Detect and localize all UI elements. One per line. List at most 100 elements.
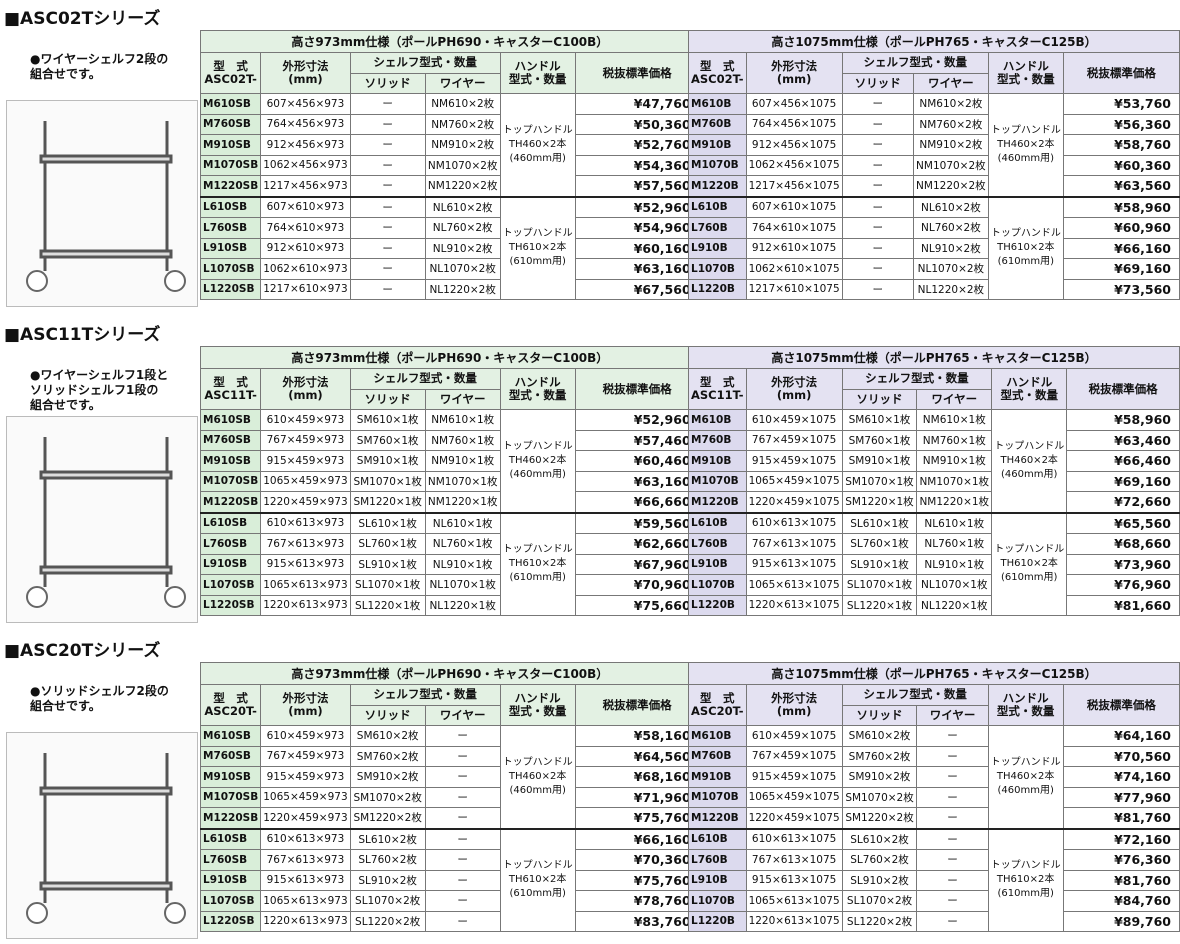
- wire-shelf: ー: [424, 786, 501, 808]
- data-row: M610B 610×459×1075 SM610×2枚ートップハンドル TH460×2…: [688, 725, 1180, 829]
- solid-shelf: SL1070×1枚: [349, 574, 426, 596]
- wire-shelf: NL910×2枚: [424, 237, 501, 259]
- size: 1065×459×973: [260, 786, 351, 808]
- data-row: L760SB 764×610×973 ー NL760×2枚 ¥54,960: [199, 217, 700, 239]
- price: ¥58,960: [1062, 195, 1180, 218]
- model: M1220SB: [199, 491, 262, 513]
- text-line: TH610×2本: [997, 242, 1055, 254]
- model: M910B: [688, 134, 747, 156]
- wire-shelf: NL760×2枚: [424, 217, 501, 239]
- size: 915×459×973: [260, 450, 351, 472]
- size: 915×613×1075: [745, 553, 843, 575]
- data-row: L1070B 1062×610×1075 ー NL1070×2枚 ¥69,160: [688, 258, 1180, 280]
- size: 915×613×973: [260, 869, 351, 891]
- solid-shelf: SM760×1枚: [349, 429, 426, 451]
- price: ¥54,960: [574, 217, 700, 239]
- text-line: 外形寸法: [771, 59, 818, 73]
- data-row: L1070B 1065×613×1075 SL1070×2枚ー ¥84,760: [688, 890, 1180, 912]
- solid-shelf: SM760×1枚: [841, 429, 918, 451]
- wire-shelf: ー: [916, 890, 989, 912]
- data-row: L1220B 1220×613×1075 SL1220×2枚ー ¥89,760: [688, 910, 1180, 932]
- caption-row: 高さ973mm仕様（ポールPH690・キャスターC100B）: [200, 662, 700, 685]
- data-row: M910SB 912×456×973 ー NM910×2枚 ¥52,760: [199, 134, 700, 156]
- model: L910SB: [199, 869, 262, 891]
- wire-shelf: ー: [424, 849, 501, 871]
- text-line: ASC02T-: [204, 72, 257, 86]
- wire-shelf: NM910×1枚: [916, 450, 993, 472]
- solid-shelf: ー: [349, 258, 426, 280]
- solid-shelf: ー: [349, 278, 426, 300]
- wire-shelf: NL760×2枚: [912, 217, 989, 239]
- text-line: ハンドル: [1006, 375, 1053, 389]
- text-line: ●ワイヤーシェルフ1段と: [30, 368, 169, 382]
- size: 1220×613×973: [260, 910, 351, 932]
- model-header: 型 式 ASC02T-: [199, 52, 262, 94]
- handle: トップハンドル TH460×2本 (460mm用): [499, 725, 576, 829]
- price: ¥69,160: [1062, 258, 1180, 280]
- data-row: L760B 767×613×1075 SL760×1枚 NL760×1枚 ¥68,660: [688, 533, 1180, 555]
- model: M1220SB: [199, 175, 262, 197]
- shelf-header: シェルフ型式・数量: [349, 684, 501, 706]
- text-line: トップハンドル: [502, 440, 573, 452]
- caption-row: 高さ1075mm仕様（ポールPH765・キャスターC125B）: [688, 30, 1180, 53]
- wire-header: ワイヤー: [916, 388, 993, 410]
- shelf-header: シェルフ型式・数量: [349, 368, 501, 390]
- model: M610B: [688, 93, 747, 115]
- price: ¥64,160: [1062, 725, 1180, 747]
- model: L760SB: [199, 217, 262, 239]
- model: M1070B: [688, 154, 747, 176]
- wire-shelf: NL1070×1枚: [424, 574, 501, 596]
- text-line: 型式・数量: [508, 704, 567, 718]
- model: L1220SB: [199, 910, 262, 932]
- series-note: ●ワイヤーシェルフ1段と ソリッドシェルフ1段の 組合せです。: [30, 368, 168, 413]
- solid-shelf: SM910×2枚: [349, 766, 426, 788]
- wire-shelf: ー: [916, 869, 989, 891]
- price: ¥52,960: [574, 409, 700, 431]
- text-line: (mm): [776, 72, 812, 86]
- solid-shelf: SM1070×1枚: [841, 470, 918, 492]
- model: L610SB: [199, 827, 262, 850]
- caption-row: 高さ973mm仕様（ポールPH690・キャスターC100B）: [200, 30, 700, 53]
- solid-shelf: ー: [349, 217, 426, 239]
- size: 1220×459×1075: [745, 491, 843, 513]
- text-line: TH460×2本: [508, 454, 567, 466]
- wire-shelf: NM760×2枚: [424, 113, 501, 135]
- model: L1070B: [688, 574, 747, 596]
- text-line: ASC02T-: [691, 72, 744, 86]
- data-row: L760SB 767×613×973 SL760×1枚 NL760×1枚 ¥62,660: [199, 533, 700, 555]
- price: ¥66,460: [1066, 450, 1180, 472]
- header-row: 型 式 ASC02T- 外形寸法 (mm) シェルフ型式・数量 ハンドル 型式・数量 税抜標準…: [199, 52, 700, 94]
- wire-shelf: NL610×2枚: [424, 195, 501, 218]
- price: ¥68,660: [1066, 533, 1180, 555]
- price: ¥63,560: [1062, 175, 1180, 197]
- header-row: 型 式 ASC02T- 外形寸法 (mm) シェルフ型式・数量 ハンドル 型式・数量 税抜標準…: [688, 52, 1180, 94]
- wire-shelf: NL910×1枚: [424, 553, 501, 575]
- size: 610×459×1075: [745, 409, 843, 431]
- price: ¥60,360: [1062, 154, 1180, 176]
- size: 1065×459×1075: [745, 786, 843, 808]
- price: ¥59,560: [574, 511, 700, 534]
- price: ¥62,660: [574, 533, 700, 555]
- wire-shelf: ー: [916, 786, 989, 808]
- solid-shelf: SL1220×2枚: [349, 910, 426, 932]
- solid-shelf: ー: [349, 93, 426, 115]
- text-line: トップハンドル: [502, 860, 573, 872]
- text-line: (460mm用): [509, 784, 566, 796]
- solid-shelf: SM910×2枚: [841, 766, 918, 788]
- text-line: 外形寸法: [771, 375, 818, 389]
- model: M910SB: [199, 134, 262, 156]
- model: M910SB: [199, 766, 262, 788]
- size: 1065×459×1075: [745, 470, 843, 492]
- model: M610SB: [199, 409, 262, 431]
- price: ¥68,160: [574, 766, 700, 788]
- wire-shelf: ー: [916, 766, 989, 788]
- price-table: 高さ973mm仕様（ポールPH690・キャスターC100B）型 式 ASC02T-…: [199, 30, 700, 300]
- text-line: 外形寸法: [282, 59, 329, 73]
- price: ¥65,560: [1066, 511, 1180, 534]
- size-header: 外形寸法 (mm): [745, 368, 843, 410]
- wire-shelf: NM1220×2枚: [424, 175, 501, 197]
- solid-shelf: SL760×2枚: [349, 849, 426, 871]
- text-line: (460mm用): [997, 784, 1054, 796]
- size: 767×613×1075: [745, 849, 843, 871]
